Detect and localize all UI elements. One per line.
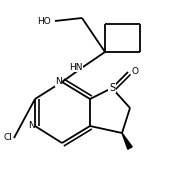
- Text: HO: HO: [37, 17, 51, 25]
- Text: HN: HN: [70, 62, 83, 72]
- Text: S: S: [109, 83, 115, 93]
- Text: Cl: Cl: [3, 134, 12, 143]
- Text: N: N: [28, 122, 35, 130]
- Polygon shape: [122, 133, 132, 149]
- Text: O: O: [132, 68, 139, 76]
- Text: N: N: [55, 78, 62, 86]
